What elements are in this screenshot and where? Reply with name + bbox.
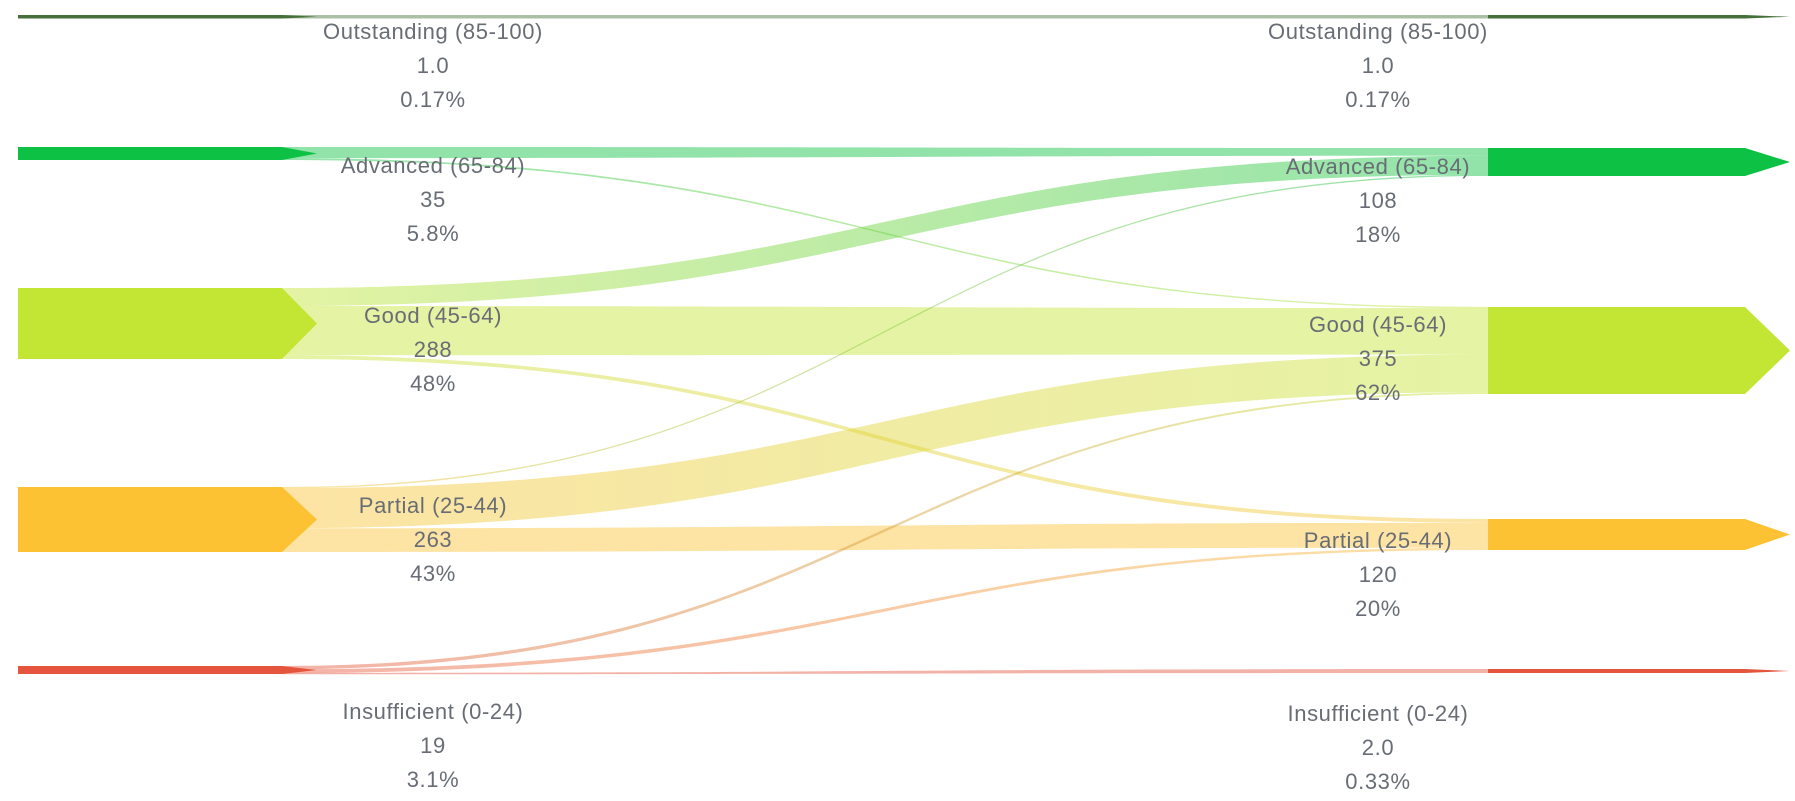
sankey-link-partial-to-partial[interactable]	[282, 522, 1488, 552]
sankey-links	[282, 15, 1488, 675]
sankey-node-left-outstanding[interactable]	[18, 15, 317, 19]
node-label-right-outstanding-percent: 0.17%	[1345, 87, 1410, 112]
node-label-left-good-percent: 48%	[410, 371, 456, 396]
sankey-link-advanced-to-advanced[interactable]	[282, 147, 1488, 159]
node-label-left-partial-value: 263	[414, 527, 453, 552]
sankey-node-left-insufficient[interactable]	[18, 666, 317, 674]
node-label-left-outstanding-percent: 0.17%	[400, 87, 465, 112]
node-label-left-outstanding-name: Outstanding (85-100)	[323, 19, 543, 44]
node-label-right-partial-percent: 20%	[1355, 596, 1401, 621]
sankey-node-left-good[interactable]	[18, 288, 317, 359]
node-label-left-insufficient-name: Insufficient (0-24)	[343, 699, 524, 724]
sankey-node-right-good[interactable]	[1488, 307, 1790, 394]
node-label-left-insufficient-percent: 3.1%	[407, 767, 460, 792]
sankey-node-right-insufficient[interactable]	[1488, 669, 1790, 673]
node-label-left-good-name: Good (45-64)	[364, 303, 502, 328]
sankey-node-left-partial[interactable]	[18, 487, 317, 552]
sankey-link-good-to-good[interactable]	[282, 306, 1488, 356]
sankey-node-right-advanced[interactable]	[1488, 148, 1790, 176]
node-label-right-outstanding-name: Outstanding (85-100)	[1268, 19, 1488, 44]
node-label-right-insufficient-value: 2.0	[1362, 735, 1394, 760]
sankey-node-left-advanced[interactable]	[18, 147, 317, 160]
sankey-link-outstanding-to-outstanding[interactable]	[282, 15, 1488, 19]
node-label-left-partial-name: Partial (25-44)	[359, 493, 507, 518]
node-label-left-advanced-name: Advanced (65-84)	[341, 153, 525, 178]
sankey-link-partial-to-good[interactable]	[282, 354, 1488, 529]
sankey-nodes	[18, 15, 1790, 674]
node-label-right-outstanding-value: 1.0	[1362, 53, 1394, 78]
node-label-right-partial-value: 120	[1359, 562, 1398, 587]
sankey-labels: Outstanding (85-100) 1.0 0.17% Advanced (65…	[323, 19, 1488, 794]
node-label-right-good-value: 375	[1359, 346, 1398, 371]
node-label-left-partial-percent: 43%	[410, 561, 456, 586]
node-label-left-advanced-percent: 5.8%	[407, 221, 460, 246]
node-label-left-good-value: 288	[414, 337, 453, 362]
sankey-link-partial-to-advanced[interactable]	[282, 174, 1488, 489]
node-label-right-advanced-percent: 18%	[1355, 222, 1401, 247]
node-label-left-insufficient-value: 19	[420, 733, 446, 758]
node-label-right-insufficient-percent: 0.33%	[1345, 769, 1410, 794]
sankey-link-insufficient-to-partial[interactable]	[282, 547, 1488, 674]
sankey-link-good-to-advanced[interactable]	[282, 155, 1488, 306]
node-label-right-good-percent: 62%	[1355, 380, 1401, 405]
node-label-right-insufficient-name: Insufficient (0-24)	[1288, 701, 1469, 726]
sankey-link-insufficient-to-good[interactable]	[282, 392, 1488, 670]
node-label-right-partial-name: Partial (25-44)	[1304, 528, 1452, 553]
node-label-left-outstanding-value: 1.0	[417, 53, 449, 78]
sankey-node-right-partial[interactable]	[1488, 519, 1790, 550]
node-label-right-advanced-name: Advanced (65-84)	[1286, 154, 1470, 179]
node-label-left-advanced-value: 35	[420, 187, 446, 212]
node-label-right-good-name: Good (45-64)	[1309, 312, 1447, 337]
sankey-node-right-outstanding[interactable]	[1488, 15, 1790, 19]
node-label-right-advanced-value: 108	[1359, 188, 1398, 213]
sankey-link-insufficient-to-insufficient[interactable]	[282, 669, 1488, 675]
